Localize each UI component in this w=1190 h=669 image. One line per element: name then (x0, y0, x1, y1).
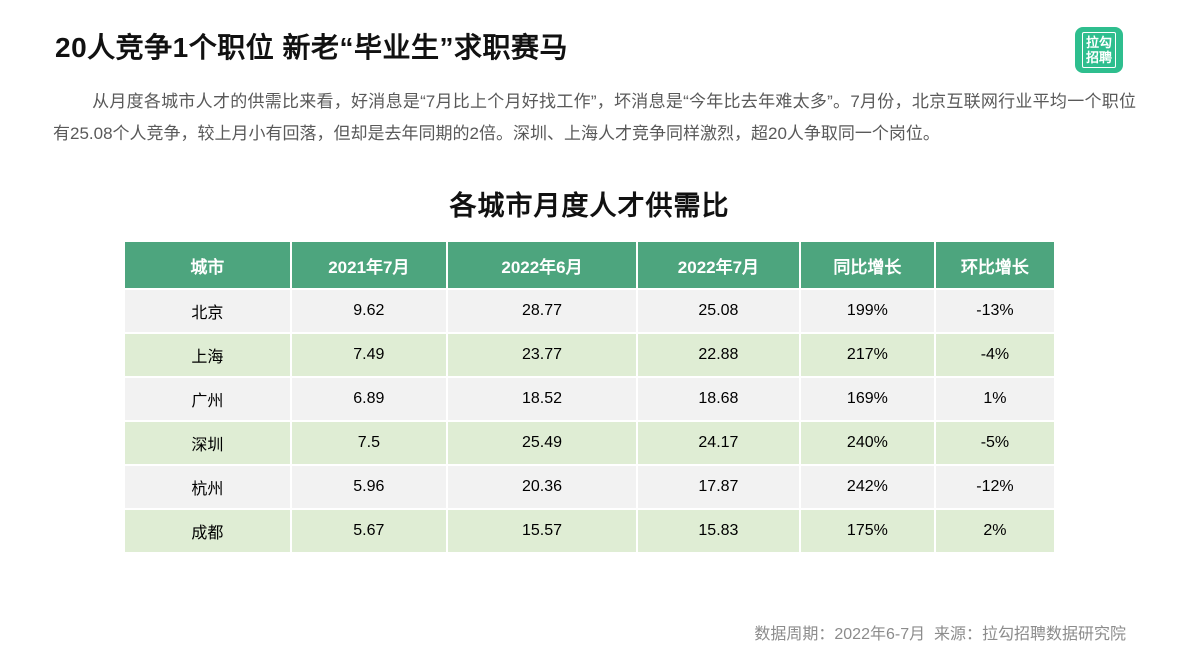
column-header-2022-06: 2022年6月 (446, 240, 638, 290)
lagou-logo-text: 拉勾 招聘 (1081, 32, 1116, 68)
value-cell: 17.87 (635, 464, 801, 510)
lagou-logo-line1: 拉勾 (1085, 35, 1112, 50)
column-header-2022-07: 2022年7月 (635, 240, 801, 290)
value-cell: 7.5 (289, 420, 449, 466)
city-cell: 上海 (123, 332, 292, 378)
table-row: 上海 7.49 23.77 22.88 217% -4% (123, 332, 1057, 378)
city-cell: 成都 (123, 508, 292, 554)
city-cell: 北京 (123, 288, 292, 334)
value-cell: 169% (798, 376, 936, 422)
table-row: 北京 9.62 28.77 25.08 199% -13% (123, 288, 1057, 334)
table-body: 北京 9.62 28.77 25.08 199% -13% 上海 7.49 23.77 22.88… (123, 288, 1057, 554)
lagou-logo: 拉勾 招聘 (1075, 27, 1123, 73)
data-source-note: 数据周期：2022年6-7月 来源：拉勾招聘数据研究院 (754, 626, 1126, 643)
city-cell: 杭州 (123, 464, 292, 510)
column-header-yoy: 同比增长 (798, 240, 936, 290)
value-cell: 175% (798, 508, 936, 554)
value-cell: 18.68 (635, 376, 801, 422)
value-cell: 5.96 (289, 464, 449, 510)
table-row: 杭州 5.96 20.36 17.87 242% -12% (123, 464, 1057, 510)
column-header-city: 城市 (123, 240, 292, 290)
value-cell: -13% (933, 288, 1057, 334)
column-header-mom: 环比增长 (933, 240, 1057, 290)
table-header-row: 城市 2021年7月 2022年6月 2022年7月 同比增长 环比增长 (123, 240, 1057, 290)
table-title: 各城市月度人才供需比 (449, 191, 730, 221)
value-cell: 25.08 (635, 288, 801, 334)
supply-demand-table: 城市 2021年7月 2022年6月 2022年7月 同比增长 环比增长 北京 9… (123, 240, 1057, 554)
value-cell: 24.17 (635, 420, 801, 466)
value-cell: 18.52 (446, 376, 638, 422)
table-row: 成都 5.67 15.57 15.83 175% 2% (123, 508, 1057, 554)
value-cell: 15.57 (446, 508, 638, 554)
value-cell: 217% (798, 332, 936, 378)
value-cell: 242% (798, 464, 936, 510)
value-cell: 5.67 (289, 508, 449, 554)
value-cell: 2% (933, 508, 1057, 554)
value-cell: 6.89 (289, 376, 449, 422)
value-cell: 9.62 (289, 288, 449, 334)
value-cell: 23.77 (446, 332, 638, 378)
intro-paragraph: 从月度各城市人才的供需比来看，好消息是“7月比上个月好找工作”，坏消息是“今年比… (53, 92, 1136, 143)
value-cell: 199% (798, 288, 936, 334)
value-cell: 7.49 (289, 332, 449, 378)
value-cell: 15.83 (635, 508, 801, 554)
value-cell: -4% (933, 332, 1057, 378)
city-cell: 广州 (123, 376, 292, 422)
value-cell: -5% (933, 420, 1057, 466)
table-header: 城市 2021年7月 2022年6月 2022年7月 同比增长 环比增长 (123, 240, 1057, 290)
table-row: 广州 6.89 18.52 18.68 169% 1% (123, 376, 1057, 422)
value-cell: 25.49 (446, 420, 638, 466)
page-title: 20人竞争1个职位 新老“毕业生”求职赛马 (55, 32, 568, 63)
value-cell: -12% (933, 464, 1057, 510)
value-cell: 240% (798, 420, 936, 466)
value-cell: 20.36 (446, 464, 638, 510)
value-cell: 22.88 (635, 332, 801, 378)
lagou-logo-line2: 招聘 (1085, 50, 1112, 65)
column-header-2021-07: 2021年7月 (289, 240, 449, 290)
city-cell: 深圳 (123, 420, 292, 466)
value-cell: 1% (933, 376, 1057, 422)
table-row: 深圳 7.5 25.49 24.17 240% -5% (123, 420, 1057, 466)
value-cell: 28.77 (446, 288, 638, 334)
